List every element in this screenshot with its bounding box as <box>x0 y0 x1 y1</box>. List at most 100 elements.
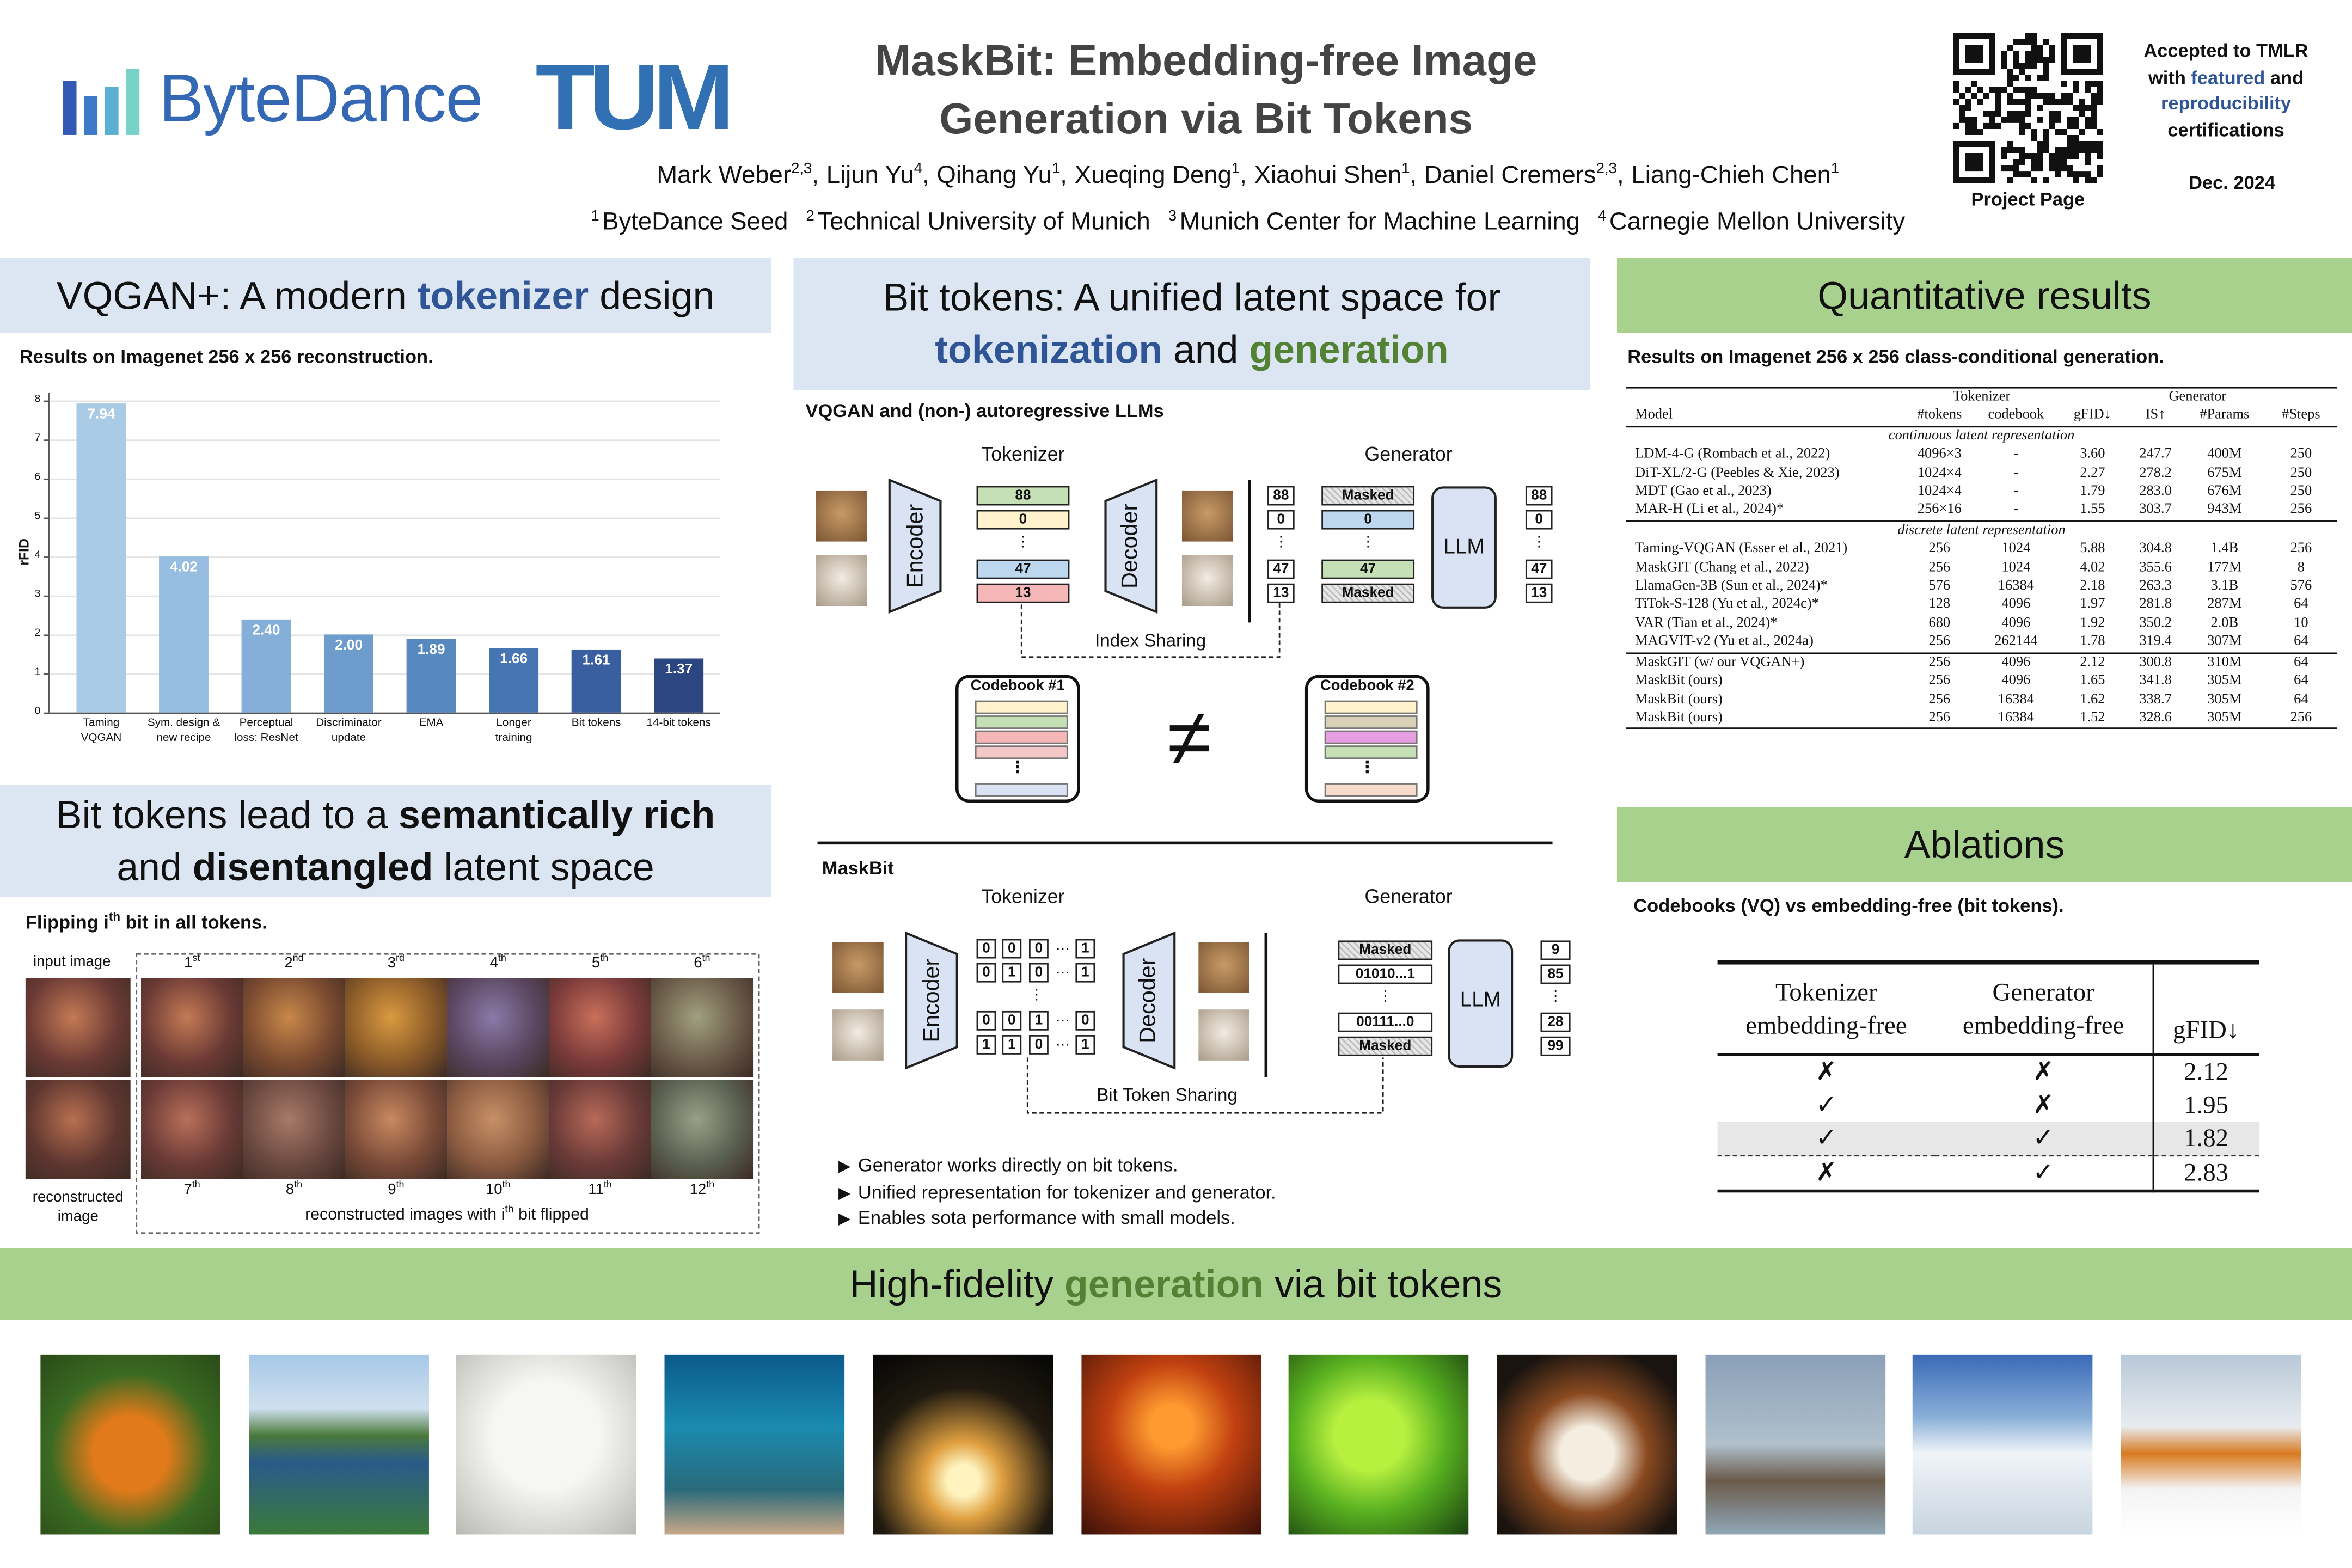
table-header: Generator embedding-free <box>1962 977 2124 1039</box>
affiliation-name: ByteDance Seed <box>602 208 788 236</box>
affiliation: 3 Munich Center for Machine Learning <box>1168 209 1580 236</box>
section-header: Ablations <box>1616 807 2352 882</box>
table-cell: 400M <box>2207 445 2242 463</box>
author-name: Daniel Cremers <box>1424 162 1596 189</box>
bit: 1 <box>976 1035 996 1055</box>
grid-line <box>48 634 720 636</box>
token: 01010...1 <box>1338 964 1433 984</box>
bytedance-logo: ByteDance <box>159 60 483 137</box>
y-tick-label: 5 <box>34 511 41 523</box>
table-cell: 256 <box>1928 633 1951 650</box>
codebook-label: Codebook #1 <box>970 678 1065 695</box>
table-cell <box>1626 388 1905 407</box>
table-cell: LlamaGen-3B (Sun et al., 2024)* <box>1635 577 1828 595</box>
flip-caption: Flipping ith bit in all tokens. <box>26 911 745 933</box>
table-cell: 287M <box>2207 596 2242 613</box>
table-cell: 262144 <box>1994 633 2038 650</box>
author-affiliation: 1 <box>1051 161 1061 178</box>
ellipsis: ⋮ <box>1009 759 1026 777</box>
section-label-row: continuous latent representation <box>1626 426 2337 446</box>
image <box>345 1080 448 1179</box>
table-cell: 64 <box>2294 672 2308 689</box>
x-tick-label: Longer training <box>495 715 532 744</box>
table-cell: Tokenizer <box>1952 388 2011 405</box>
sharing-label: Index Sharing <box>1095 630 1206 651</box>
bit: 0 <box>976 1010 996 1031</box>
bar <box>489 647 539 713</box>
y-tick <box>43 712 48 714</box>
table-cell: 263.3 <box>2139 577 2172 595</box>
bar <box>159 555 209 713</box>
table-cell: MAR-H (Li et al., 2024)* <box>1635 501 1784 518</box>
x-tick-label: Bit tokens <box>571 715 621 729</box>
x-tick-label: Perceptual loss: ResNet <box>234 715 298 744</box>
text-part: semantically rich <box>398 791 715 836</box>
table-cell: 943M <box>2207 501 2242 518</box>
bar-value-label: 1.61 <box>582 652 610 670</box>
bar-value-label: 4.02 <box>170 559 198 575</box>
author-affiliation: 1 <box>1231 161 1240 178</box>
ordinal-number: 6 <box>694 955 702 972</box>
table-cell: 4096 <box>2001 672 2031 689</box>
table-row: TiTok-S-128 (Yu et al., 2024c)* 128 4096 1.… <box>1626 596 2337 615</box>
bar-value-label: 2.00 <box>335 638 363 654</box>
table-cell: 1.79 <box>2080 483 2105 500</box>
table-cell: 2.0B <box>2210 615 2239 632</box>
text-part: and <box>117 843 182 889</box>
text-part: generation <box>1249 327 1449 372</box>
flip-footer: reconstructed images with ith bit flippe… <box>141 1204 753 1224</box>
ellipsis: … <box>1055 1009 1070 1026</box>
bar-value-label: 1.66 <box>500 651 528 667</box>
section-label-row: discrete latent representation <box>1626 520 2337 541</box>
author-name: Liang-Chieh Chen <box>1631 162 1831 189</box>
table-cell: 576 <box>2290 577 2312 595</box>
table-cell: continuous latent representation <box>1888 427 2075 444</box>
table-cell: 1024×4 <box>1917 483 1962 500</box>
ordinal-label: 7th <box>162 1180 222 1198</box>
affiliation: 1 ByteDance Seed <box>591 209 788 236</box>
generated-image <box>1705 1354 1885 1535</box>
table-cell: 64 <box>2294 653 2308 670</box>
text-part: Quantitative results <box>1817 272 2152 317</box>
table-cell: 310M <box>2207 653 2242 670</box>
ellipsis: ⋮ <box>1378 988 1393 1005</box>
ellipsis: … <box>1055 961 1070 978</box>
table-cell: ✓ <box>2032 1123 2054 1152</box>
title-line: MaskBit: Embedding-free Image <box>874 37 1538 86</box>
encoder-shape <box>888 478 942 614</box>
ellipsis: ⋮ <box>1361 534 1375 551</box>
table-row: DiT-XL/2-G (Peebles & Xie, 2023) 1024×4 - 2… <box>1626 464 2337 483</box>
acceptance: Accepted to TMLR with featured and reprodu… <box>2124 39 2328 144</box>
flip-frame <box>136 953 760 1234</box>
y-tick <box>43 634 48 636</box>
encoder-label: Encoder <box>903 504 929 588</box>
text-part: featured <box>2191 66 2265 88</box>
author-affiliation: 2,3 <box>1596 161 1617 178</box>
section-title: Quantitative results <box>1817 270 2151 322</box>
bullet: Unified representation for tokenizer and… <box>857 1181 1276 1203</box>
table-cell: 64 <box>2294 690 2308 708</box>
llm-shape <box>1448 939 1514 1068</box>
table-cell: 64 <box>2294 596 2308 613</box>
bullet: Enables sota performance with small mode… <box>857 1207 1235 1229</box>
bullet-arrow <box>838 1213 851 1226</box>
image <box>549 978 651 1077</box>
y-tick-label: 0 <box>34 706 41 717</box>
text-part: Bit tokens: A unified latent space for <box>883 274 1501 320</box>
author-name: Qihang Yu <box>936 162 1052 189</box>
author-separator: , <box>1410 162 1417 189</box>
image <box>140 978 243 1077</box>
table-cell: 1.92 <box>2080 615 2105 632</box>
table-cell: 256 <box>2290 540 2312 557</box>
table-cell: 16384 <box>1998 577 2034 595</box>
codebook-entry <box>975 745 1068 759</box>
acceptance-line: with featured and <box>2124 65 2328 91</box>
table-cell: 1024×4 <box>1917 464 1962 481</box>
bit: 0 <box>1075 1010 1095 1031</box>
table-cell: 1.4B <box>2210 540 2239 557</box>
generated-image <box>248 1354 429 1535</box>
table-cell: ✓ <box>1815 1123 1837 1152</box>
encoder-label: Encoder <box>919 958 945 1043</box>
table-row: ✗ ✗ 2.12 <box>1718 1054 2259 1089</box>
text-part: tokenization <box>935 327 1163 372</box>
